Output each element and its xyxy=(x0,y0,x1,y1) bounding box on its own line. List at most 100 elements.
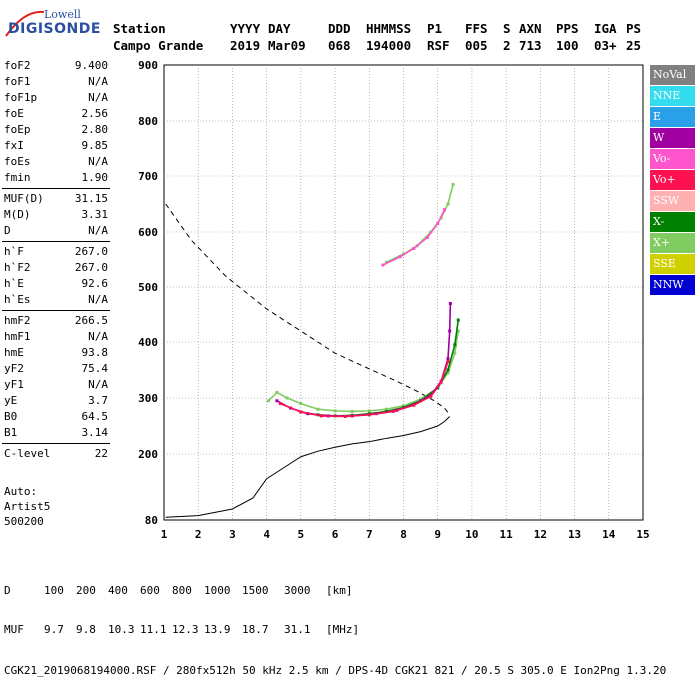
param-separator xyxy=(2,241,110,242)
param-value: 64.5 xyxy=(81,410,109,423)
param-name: yF1 xyxy=(4,378,24,391)
x-tick-label: 15 xyxy=(636,528,649,541)
param-name: hmF2 xyxy=(4,314,31,327)
param-row: hmF2 266.5 xyxy=(2,313,110,329)
param-name: B1 xyxy=(4,426,18,439)
table-row-label: D xyxy=(4,584,11,597)
y-tick-label: 80 xyxy=(145,514,158,527)
param-row: fxI 9.85 xyxy=(2,138,110,154)
param-value: 267.0 xyxy=(74,245,108,258)
param-name: foF2 xyxy=(4,59,31,72)
param-row: foF2 9.400 xyxy=(2,58,110,74)
table-cell: 11.1 xyxy=(140,623,167,636)
table-cell: 600 xyxy=(140,584,160,597)
param-value: N/A xyxy=(88,75,108,88)
header-value: Mar09 xyxy=(268,38,306,53)
param-name: D xyxy=(4,224,11,237)
auto-label: Auto: xyxy=(4,485,38,498)
table-cell: 800 xyxy=(172,584,192,597)
table-cell: 13.9 xyxy=(204,623,231,636)
header-label: YYYY xyxy=(230,21,261,36)
x-tick-label: 7 xyxy=(366,528,373,541)
legend-item: NNW xyxy=(650,275,695,295)
x-tick-label: 13 xyxy=(568,528,581,541)
header-value: 713 xyxy=(519,38,542,53)
legend-item: X- xyxy=(650,212,695,232)
header-value: 2 xyxy=(503,38,511,53)
param-row: foEs N/A xyxy=(2,154,110,170)
header-value: 100 xyxy=(556,38,579,53)
param-value: 267.0 xyxy=(74,261,108,274)
table-cell: 1500 xyxy=(242,584,269,597)
x-tick-label: 3 xyxy=(229,528,236,541)
x-tick-label: 10 xyxy=(465,528,478,541)
param-value: N/A xyxy=(88,224,108,237)
param-name: h`E xyxy=(4,277,24,290)
legend-item: W xyxy=(650,128,695,148)
muf-distance-table: D 100 200 400 600 800 1000 1500 3000 [km] MUF 9.7 9… xyxy=(4,558,666,690)
y-tick-label: 400 xyxy=(138,336,158,349)
param-row: yF1 N/A xyxy=(2,377,110,393)
legend-item: SSW xyxy=(650,191,695,211)
table-cell: 31.1 xyxy=(284,623,311,636)
param-row: yE 3.7 xyxy=(2,393,110,409)
header-label: HHMMSS xyxy=(366,21,412,36)
param-row: hmF1 N/A xyxy=(2,329,110,345)
param-row: C-level 22 xyxy=(2,446,110,462)
param-name: fmin xyxy=(4,171,31,184)
param-name: yF2 xyxy=(4,362,24,375)
param-value: 1.90 xyxy=(81,171,109,184)
x-tick-label: 12 xyxy=(534,528,547,541)
param-value: 93.8 xyxy=(81,346,109,359)
param-name: fxI xyxy=(4,139,24,152)
table-cell: 9.8 xyxy=(76,623,96,636)
param-row: foF1 N/A xyxy=(2,74,110,90)
table-row-label: MUF xyxy=(4,623,24,636)
header-value: 194000 xyxy=(366,38,412,53)
logo-top-text: Lowell xyxy=(44,8,81,21)
param-value: 2.80 xyxy=(81,123,109,136)
param-value: 2.56 xyxy=(81,107,109,120)
x-tick-label: 8 xyxy=(400,528,407,541)
param-name: B0 xyxy=(4,410,18,423)
param-separator xyxy=(2,188,110,189)
param-row: yF2 75.4 xyxy=(2,361,110,377)
header-label: DAY xyxy=(268,21,291,36)
param-row: h`F2 267.0 xyxy=(2,260,110,276)
header-value: 068 xyxy=(328,38,351,53)
y-tick-label: 900 xyxy=(138,59,158,72)
logo-bottom-text: DIGISONDE xyxy=(8,21,101,37)
header-label: PPS xyxy=(556,21,579,36)
param-name: M(D) xyxy=(4,208,31,221)
echo-trace xyxy=(267,330,460,413)
param-name: hmF1 xyxy=(4,330,31,343)
ionogram-chart: 1 2 3 4 5 6 7 8 9 10 11 12 13 14 158020030040050060070… xyxy=(138,59,650,541)
x-tick-label: 14 xyxy=(602,528,616,541)
param-value: N/A xyxy=(88,378,108,391)
param-name: foF1 xyxy=(4,75,31,88)
param-row: h`F 267.0 xyxy=(2,244,110,260)
param-value: 9.400 xyxy=(74,59,108,72)
muf-row: MUF 9.7 9.8 10.3 11.1 12.3 13.9 18.7 31.1 [MHz] xyxy=(4,623,666,636)
param-name: h`Es xyxy=(4,293,31,306)
param-value: 75.4 xyxy=(81,362,109,375)
param-row: foE 2.56 xyxy=(2,106,110,122)
param-row: B1 3.14 xyxy=(2,425,110,441)
param-value: N/A xyxy=(88,91,108,104)
x-tick-label: 9 xyxy=(434,528,441,541)
echo-trace xyxy=(382,209,446,266)
param-value: 3.31 xyxy=(81,208,109,221)
x-tick-label: 2 xyxy=(195,528,202,541)
param-name: MUF(D) xyxy=(4,192,44,205)
legend-item: Vo+ xyxy=(650,170,695,190)
header-value: 005 xyxy=(465,38,488,53)
echo-trace xyxy=(280,361,449,418)
param-row: foEp 2.80 xyxy=(2,122,110,138)
table-cell: 200 xyxy=(76,584,96,597)
param-row: h`Es N/A xyxy=(2,292,110,308)
param-value: N/A xyxy=(88,293,108,306)
header-label: FFS xyxy=(465,21,488,36)
param-row: fmin 1.90 xyxy=(2,170,110,186)
header-label: DDD xyxy=(328,21,351,36)
x-tick-label: 6 xyxy=(332,528,339,541)
